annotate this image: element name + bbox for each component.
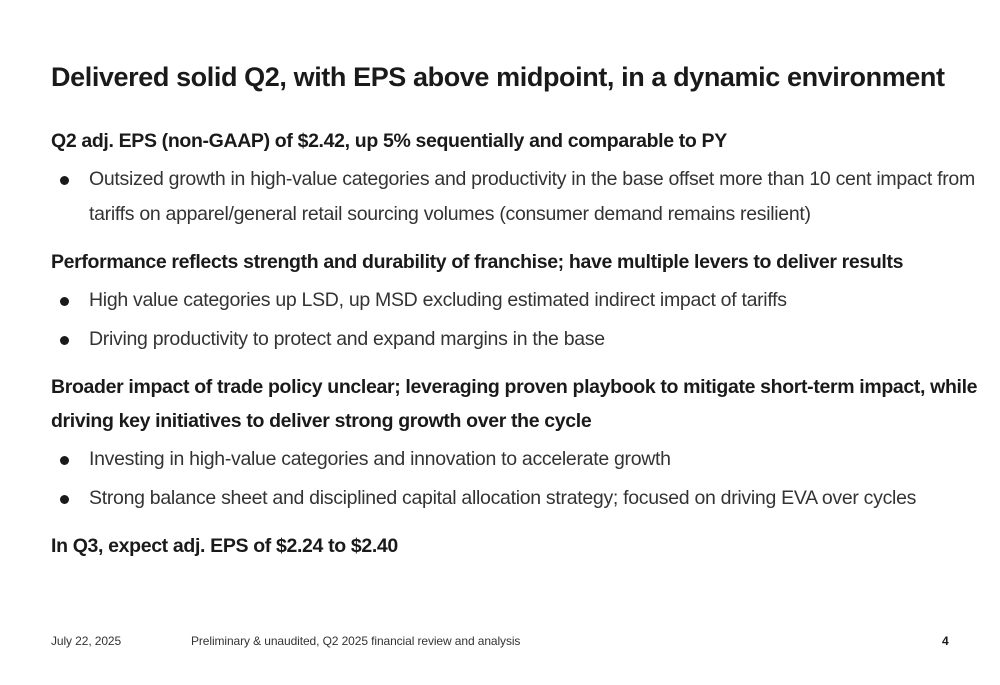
bullet-text: Strong balance sheet and disciplined cap… [89, 486, 917, 509]
section-heading: Broader impact of trade policy unclear; … [51, 376, 978, 432]
bullet-dot-icon [60, 494, 69, 504]
section-q2-eps: Q2 adj. EPS (non-GAAP) of $2.42, up 5% s… [51, 124, 981, 231]
bullet-list: High value categories up LSD, up MSD exc… [51, 283, 981, 356]
section-heading: In Q3, expect adj. EPS of $2.24 to $2.40 [51, 535, 398, 557]
bullet-text: High value categories up LSD, up MSD exc… [89, 289, 787, 311]
section-trade-policy: Broader impact of trade policy unclear; … [51, 370, 981, 515]
bullet-text: Investing in high-value categories and i… [89, 448, 671, 470]
section-heading: Q2 adj. EPS (non-GAAP) of $2.42, up 5% s… [51, 130, 727, 152]
section-heading: Performance reflects strength and durabi… [51, 251, 904, 273]
section-performance: Performance reflects strength and durabi… [51, 245, 981, 356]
bullet-item: Investing in high-value categories and i… [51, 442, 981, 477]
section-q3-outlook: In Q3, expect adj. EPS of $2.24 to $2.40 [51, 529, 981, 563]
footer-disclaimer: Preliminary & unaudited, Q2 2025 financi… [191, 634, 521, 648]
bullet-item: Strong balance sheet and disciplined cap… [51, 481, 981, 516]
bullet-dot-icon [60, 456, 69, 465]
slide-content: Q2 adj. EPS (non-GAAP) of $2.42, up 5% s… [51, 124, 981, 563]
page-number: 4 [942, 634, 949, 648]
bullet-list: Investing in high-value categories and i… [51, 442, 981, 515]
bullet-text: Driving productivity to protect and expa… [89, 327, 605, 350]
bullet-list: Outsized growth in high-value categories… [51, 162, 981, 231]
bullet-dot-icon [60, 176, 69, 185]
bullet-item: High value categories up LSD, up MSD exc… [51, 283, 981, 318]
bullet-text: Outsized growth in high-value categories… [89, 168, 975, 225]
bullet-item: Outsized growth in high-value categories… [51, 162, 981, 231]
footer-date: July 22, 2025 [51, 634, 122, 648]
slide-title: Delivered solid Q2, with EPS above midpo… [51, 62, 945, 92]
bullet-item: Driving productivity to protect and expa… [51, 322, 981, 357]
bullet-dot-icon [60, 297, 69, 306]
bullet-dot-icon [60, 335, 69, 345]
